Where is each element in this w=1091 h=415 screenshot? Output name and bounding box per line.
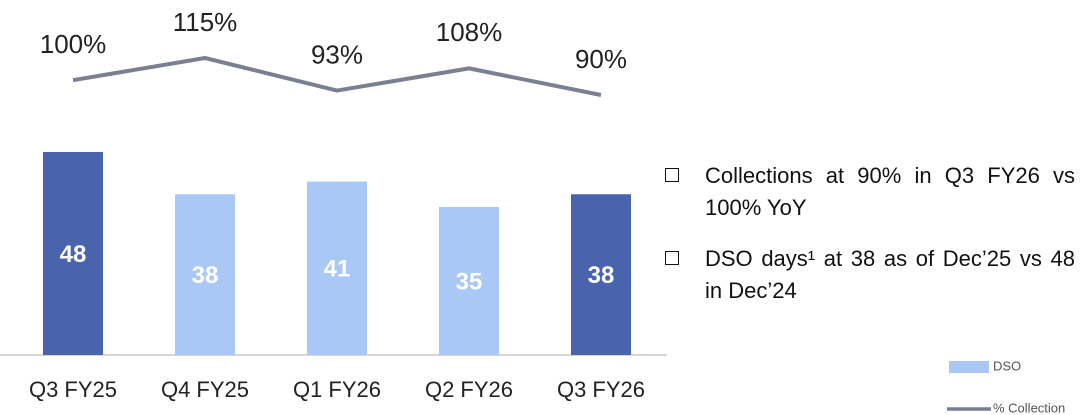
x-tick-label: Q3 FY26 — [557, 377, 645, 402]
line-label: 100% — [40, 29, 107, 59]
bar — [571, 194, 631, 355]
legend-swatch — [949, 361, 989, 373]
bullet-box — [665, 168, 679, 182]
x-tick-label: Q3 FY25 — [29, 377, 117, 402]
bar — [307, 181, 367, 355]
bar-label: 38 — [192, 262, 219, 289]
bar — [43, 151, 103, 355]
x-tick-label: Q4 FY25 — [161, 377, 249, 402]
line-label: 115% — [173, 7, 238, 37]
legend-label: DSO — [993, 358, 1021, 373]
line-label: 93% — [311, 39, 363, 69]
bar-label: 38 — [588, 262, 615, 289]
bar-label: 41 — [324, 256, 351, 283]
bullet-text: Collections at 90% in Q3 FY26 vs 100% Yo… — [705, 163, 1075, 220]
x-tick-label: Q2 FY26 — [425, 377, 513, 402]
bar — [439, 206, 499, 355]
line-label: 108% — [436, 17, 503, 47]
x-tick-label: Q1 FY26 — [293, 377, 381, 402]
bullet-box — [665, 251, 679, 265]
bar — [175, 194, 235, 355]
bullet: DSO days¹ at 38 as of Dec’25 vs 48 in De… — [663, 243, 1081, 307]
line — [72, 56, 602, 97]
bullet-text: DSO days¹ at 38 as of Dec’25 vs 48 in De… — [705, 246, 1075, 303]
bar-label: 35 — [456, 268, 483, 295]
bar-label: 48 — [60, 241, 87, 268]
legend-label: % Collection — [993, 400, 1065, 415]
bullet: Collections at 90% in Q3 FY26 vs 100% Yo… — [663, 160, 1081, 224]
line-label: 90% — [575, 44, 627, 74]
